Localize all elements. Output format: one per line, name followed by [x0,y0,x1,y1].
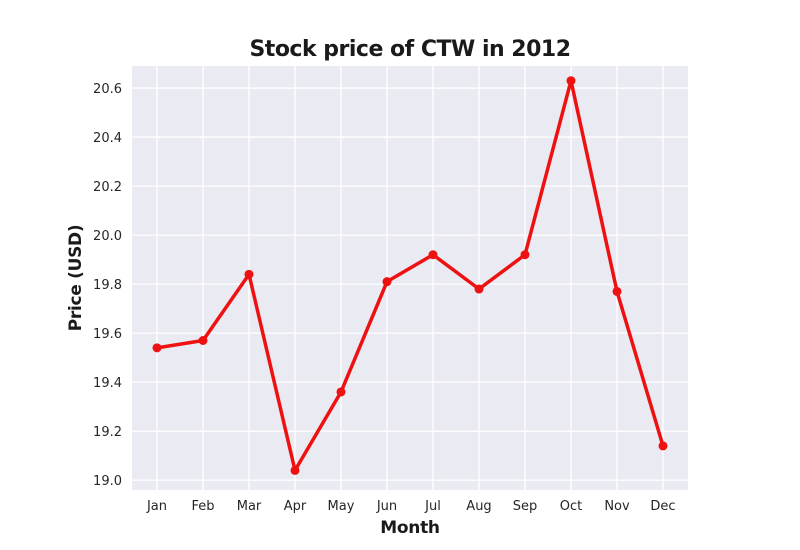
y-tick-label: 19.6 [93,327,122,342]
grid-lines [132,66,688,490]
y-tick-label: 20.2 [93,180,122,195]
data-point [474,284,484,294]
x-tick-label: Sep [513,499,538,514]
x-tick-label: Apr [284,499,307,514]
data-point [520,250,530,260]
data-point [382,277,392,287]
y-tick-label: 19.2 [93,425,122,440]
x-tick-label: Nov [604,499,630,514]
series-line [155,78,665,473]
data-point [612,286,622,296]
y-tick-label: 20.4 [93,131,122,146]
y-axis-label: Price (USD) [66,225,86,332]
y-tick-label: 20.0 [93,229,122,244]
x-tick-label: Jun [376,499,397,514]
data-point [152,343,162,353]
data-point [290,465,300,475]
data-point [566,76,576,86]
x-tick-label: Feb [191,499,214,514]
x-axis-label: Month [380,518,439,538]
x-tick-label: Jul [424,499,441,514]
x-tick-label: Mar [237,499,262,514]
x-tick-label: Dec [650,499,675,514]
x-tick-label: May [328,499,355,514]
plot-area [132,66,688,490]
series-layer [152,76,668,475]
y-tick-label: 19.0 [93,474,122,489]
data-point [198,335,208,345]
x-tick-label: Aug [466,499,491,514]
data-point [428,250,438,260]
y-axis-ticks: 19.0 19.2 19.4 19.6 19.8 20.0 20.2 20.4 20.6 [93,82,122,489]
x-tick-label: Jan [146,499,167,514]
data-point [658,441,668,451]
data-point [336,387,346,397]
data-point [244,269,254,279]
y-tick-label: 20.6 [93,82,122,97]
y-tick-label: 19.4 [93,376,122,391]
x-tick-label: Oct [560,499,582,514]
x-axis-ticks: Jan Feb Mar Apr May Jun Jul Aug Sep Oct Nov Dec [146,499,676,514]
y-tick-label: 19.8 [93,278,122,293]
chart-title: Stock price of CTW in 2012 [249,37,570,62]
